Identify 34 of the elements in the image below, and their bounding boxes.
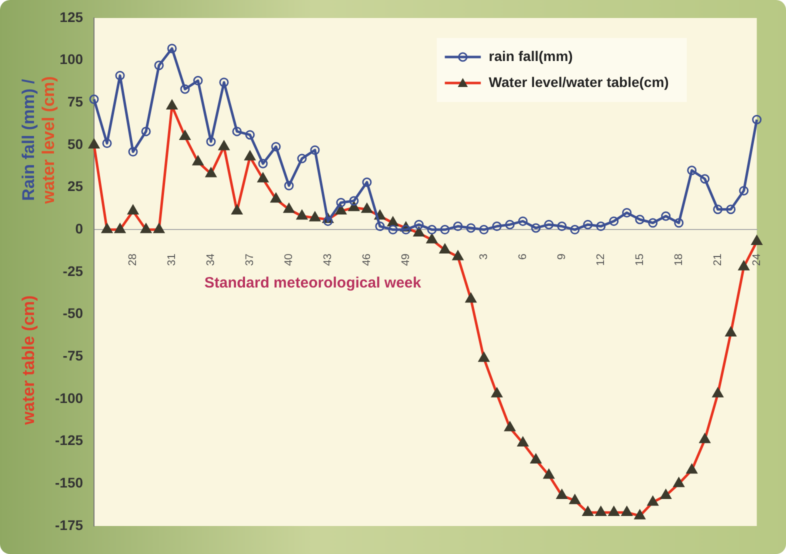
x-tick-label: 40 xyxy=(282,254,295,266)
x-tick-label: 34 xyxy=(205,254,218,266)
text: water table (cm) xyxy=(19,295,38,426)
x-tick-label: 15 xyxy=(634,254,646,266)
y-tick-label: 100 xyxy=(60,51,84,68)
y-tick-label: -150 xyxy=(54,474,84,491)
x-tick-label: 31 xyxy=(166,254,178,266)
x-tick-label: 46 xyxy=(360,254,373,266)
x-tick-label: 3 xyxy=(478,254,490,260)
y-tick-label: -175 xyxy=(54,516,84,533)
y-axis-title: Rain fall (mm) / water level (cm) xyxy=(19,76,58,205)
x-tick-label: 24 xyxy=(750,254,763,266)
y-tick-label: -75 xyxy=(62,348,84,364)
x-tick-label: 12 xyxy=(594,254,607,266)
y-tick-label: -125 xyxy=(54,432,84,448)
x-tick-label: 6 xyxy=(516,254,529,260)
y-tick-label: -100 xyxy=(54,390,84,406)
y-tick-label: 125 xyxy=(60,8,84,25)
x-tick-label: 37 xyxy=(244,254,256,266)
x-tick-label: 18 xyxy=(672,254,685,266)
x-tick-label: 28 xyxy=(127,254,140,266)
x-axis-title: Standard meteorological week xyxy=(204,274,422,292)
y-tick-label: -25 xyxy=(62,262,84,279)
y-tick-label: 25 xyxy=(67,178,84,194)
x-tick-label: 9 xyxy=(556,254,568,260)
legend-label: rain fall(mm) xyxy=(488,48,573,64)
legend-label: Water level/water table(cm) xyxy=(488,74,669,90)
x-tick-label: 21 xyxy=(712,254,724,266)
y-tick-label: 0 xyxy=(75,220,84,237)
x-tick-label: 43 xyxy=(322,254,334,266)
y-tick-label: 50 xyxy=(67,136,84,152)
x-tick-label: 49 xyxy=(400,254,412,266)
y-tick-label: -50 xyxy=(62,305,84,322)
y-tick-label: 75 xyxy=(67,94,84,110)
